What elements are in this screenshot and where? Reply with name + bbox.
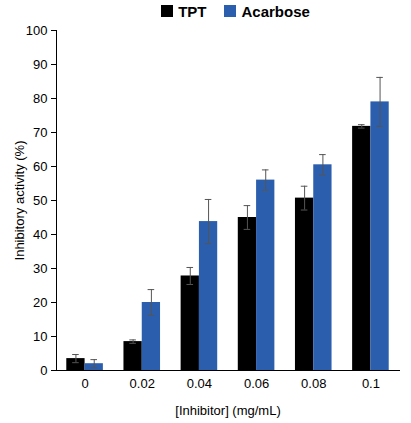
html-text:Acarbose: Acarbose: [241, 2, 310, 20]
svg-text:40: 40: [33, 227, 47, 242]
svg-text:90: 90: [33, 57, 47, 72]
svg-text:0: 0: [40, 363, 47, 378]
svg-text:0.04: 0.04: [187, 376, 212, 391]
svg-text:0.08: 0.08: [301, 376, 326, 391]
svg-text:80: 80: [33, 91, 47, 106]
svg-text:20: 20: [33, 295, 47, 310]
svg-text:0.06: 0.06: [244, 376, 269, 391]
svg-text:[Inhibitor] (mg/mL): [Inhibitor] (mg/mL): [175, 403, 280, 418]
svg-text:0.02: 0.02: [130, 376, 155, 391]
svg-text:Inhibitory activity (%): Inhibitory activity (%): [12, 141, 27, 261]
svg-text:70: 70: [33, 125, 47, 140]
svg-text:30: 30: [33, 261, 47, 276]
svg-text:50: 50: [33, 193, 47, 208]
html-text:TPT: TPT: [178, 2, 207, 20]
svg-text:60: 60: [33, 159, 47, 174]
svg-text:100: 100: [26, 23, 48, 38]
svg-text:0.1: 0.1: [362, 376, 380, 391]
svg-text:10: 10: [33, 329, 47, 344]
svg-text:0: 0: [81, 376, 88, 391]
